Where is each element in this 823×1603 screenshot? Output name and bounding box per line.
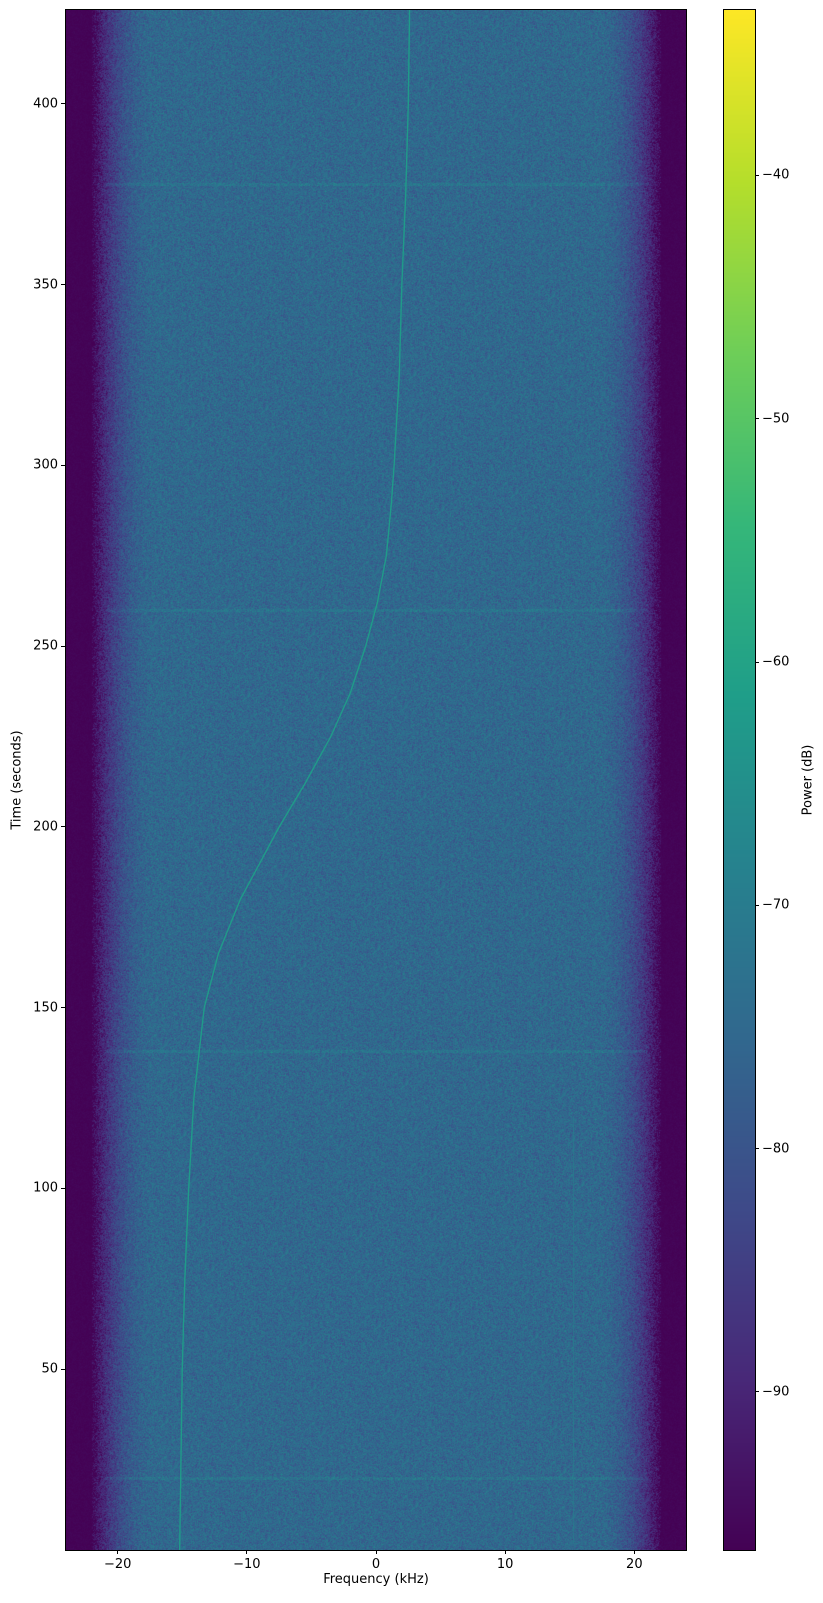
y-tick-label: 150 bbox=[33, 1000, 58, 1016]
y-tick-label: 50 bbox=[41, 1361, 58, 1377]
x-tick-label: 20 bbox=[626, 1557, 643, 1572]
y-tick-mark bbox=[61, 645, 65, 647]
colorbar-tick-mark bbox=[755, 661, 759, 663]
colorbar-tick-mark bbox=[755, 418, 759, 420]
signal-trace-line bbox=[178, 10, 411, 1550]
spectrogram-plot-area bbox=[65, 9, 687, 1551]
x-axis-label: Frequency (kHz) bbox=[323, 1572, 429, 1587]
plot-frame bbox=[65, 9, 687, 1551]
colorbar-tick-label: −90 bbox=[762, 1384, 790, 1400]
y-tick-mark bbox=[61, 103, 65, 105]
y-tick-label: 300 bbox=[33, 457, 58, 473]
colorbar-tick-mark bbox=[755, 1391, 759, 1393]
y-tick-mark bbox=[61, 464, 65, 466]
y-tick-label: 200 bbox=[33, 819, 58, 835]
y-tick-label: 350 bbox=[33, 277, 58, 293]
signal-traces bbox=[178, 10, 575, 1550]
y-tick-label: 250 bbox=[33, 638, 58, 654]
x-tick-label: 10 bbox=[496, 1557, 514, 1572]
x-tick-mark bbox=[375, 1550, 377, 1554]
x-tick-mark bbox=[246, 1550, 248, 1554]
colorbar-tick-label: −60 bbox=[762, 654, 790, 670]
colorbar-tick-mark bbox=[755, 1148, 759, 1150]
colorbar-tick-label: −40 bbox=[762, 167, 790, 183]
y-axis-label: Time (seconds) bbox=[9, 730, 25, 830]
x-tick-mark bbox=[633, 1550, 635, 1554]
colorbar-tick-label: −80 bbox=[762, 1141, 790, 1157]
y-tick-mark bbox=[61, 284, 65, 286]
x-tick-mark bbox=[504, 1550, 506, 1554]
y-tick-mark bbox=[61, 1007, 65, 1009]
x-tick-label: 0 bbox=[371, 1557, 381, 1572]
y-tick-mark bbox=[61, 1368, 65, 1370]
colorbar-tick-label: −50 bbox=[762, 411, 790, 427]
y-tick-mark bbox=[61, 826, 65, 828]
spectrogram-heatmap bbox=[66, 10, 686, 1550]
colorbar-tick-mark bbox=[755, 904, 759, 906]
y-tick-label: 100 bbox=[33, 1180, 58, 1196]
x-tick-label: −20 bbox=[103, 1557, 132, 1572]
colorbar bbox=[723, 9, 756, 1551]
colorbar-gradient bbox=[724, 10, 755, 1550]
x-tick-mark bbox=[117, 1550, 119, 1554]
y-tick-mark bbox=[61, 1187, 65, 1189]
colorbar-tick-mark bbox=[755, 174, 759, 176]
colorbar-label: Power (dB) bbox=[800, 744, 816, 816]
x-tick-label: −10 bbox=[233, 1557, 261, 1572]
colorbar-frame bbox=[723, 9, 756, 1551]
colorbar-tick-label: −70 bbox=[762, 897, 790, 913]
y-tick-label: 400 bbox=[33, 96, 58, 112]
